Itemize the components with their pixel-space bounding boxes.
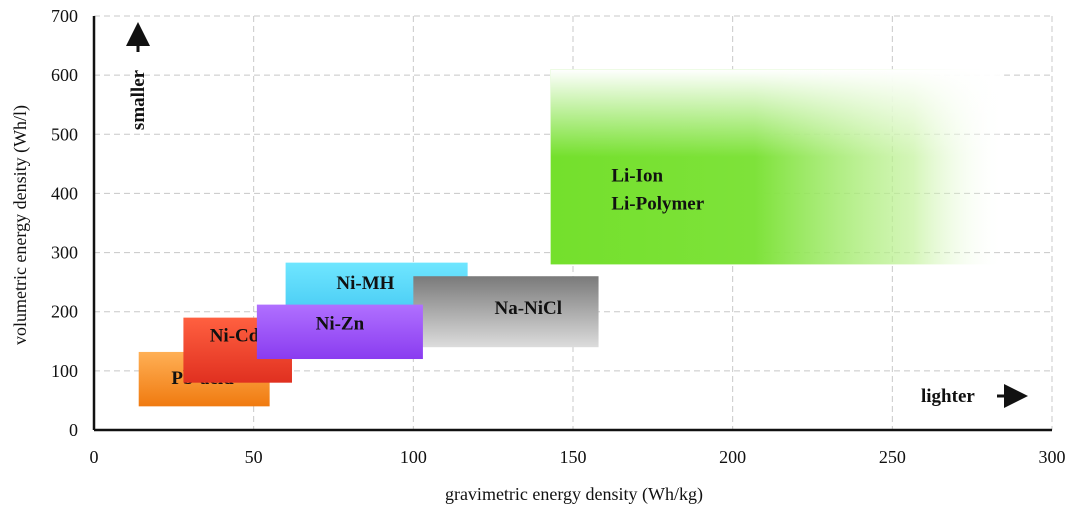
region-label-li-ion-li-polymer: Li-Ion [611, 166, 663, 187]
x-tick-label: 250 [879, 447, 906, 467]
region-label-na-nicl: Na-NiCl [495, 298, 563, 319]
region-rect [256, 304, 423, 360]
x-tick-label: 150 [560, 447, 587, 467]
region-label-ni-mh: Ni-MH [336, 273, 394, 294]
region-rect-fade [550, 69, 1005, 265]
y-tick-label: 300 [51, 243, 78, 263]
y-tick-label: 0 [69, 420, 78, 440]
region-label-ni-zn: Ni-Zn [316, 313, 365, 334]
region-na-nicl: Na-NiCl [413, 276, 599, 348]
region-li-ion-li-polymer: Li-Ion Li-Polymer [550, 69, 1005, 265]
y-arrow-label: smaller [128, 69, 149, 130]
x-tick-label: 300 [1039, 447, 1066, 467]
region-ni-zn: Ni-Zn [256, 304, 423, 360]
region-rect [413, 276, 599, 348]
y-arrow-annotation: smaller [126, 22, 150, 130]
region-label-li-ion-li-polymer: Li-Polymer [611, 194, 704, 215]
y-tick-label: 500 [51, 124, 78, 144]
tick-labels: 0 50 100 150 200 250 300 0 100 200 300 400 500 600 700 [51, 6, 1066, 467]
x-axis-label: gravimetric energy density (Wh/kg) [445, 484, 703, 505]
regions: Pb-acidNi-CdNi-MHNa-NiClNi-ZnLi-IonLi-Po… [138, 69, 1005, 407]
x-tick-label: 200 [719, 447, 746, 467]
x-tick-label: 0 [90, 447, 99, 467]
y-tick-label: 600 [51, 65, 78, 85]
x-tick-label: 100 [400, 447, 427, 467]
y-axis-label: volumetric energy density (Wh/l) [10, 105, 31, 345]
y-tick-label: 200 [51, 302, 78, 322]
x-arrow-annotation: lighter [921, 384, 1028, 408]
region-label-ni-cd: Ni-Cd [210, 325, 260, 346]
y-tick-label: 700 [51, 6, 78, 26]
y-tick-label: 400 [51, 183, 78, 203]
y-tick-label: 100 [51, 361, 78, 381]
x-tick-label: 50 [245, 447, 263, 467]
axes [92, 16, 1052, 432]
x-arrow-label: lighter [921, 386, 975, 407]
